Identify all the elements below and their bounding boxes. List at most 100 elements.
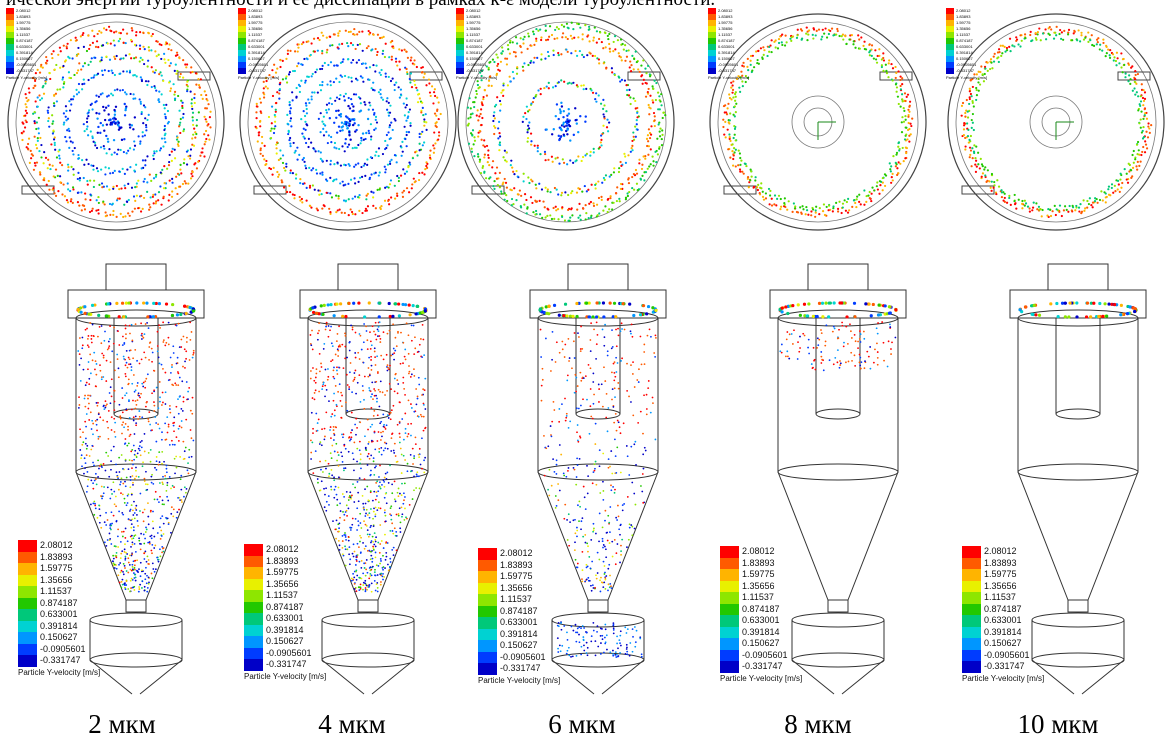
- legend-value: 1.59775: [40, 563, 73, 573]
- legend-entry: 0.874187: [720, 603, 830, 615]
- legend-entry: -0.331747: [456, 68, 512, 74]
- legend-entry: 0.391814: [6, 50, 62, 56]
- cyclone-side-drawing: [67, 263, 205, 695]
- legend-entry: 1.35656: [720, 580, 830, 592]
- legend-swatch: [238, 68, 246, 74]
- legend-swatch: [478, 594, 497, 606]
- velocity-legend: 2.08012 1.83893 1.59775 1.35656 1.11537 0.874…: [244, 544, 354, 681]
- legend-value: 1.83893: [742, 557, 775, 568]
- legend-value: -0.0905601: [266, 647, 312, 658]
- legend-swatch: [456, 50, 464, 56]
- legend-swatch: [244, 567, 263, 579]
- legend-swatch: [708, 56, 716, 62]
- top-view-drawing: [239, 13, 457, 231]
- legend-entry: 1.35656: [6, 26, 62, 32]
- legend-value: 0.633001: [956, 44, 973, 49]
- legend-title: Particle Y-velocity [m/s]: [946, 75, 988, 80]
- legend-value: 1.35656: [956, 26, 971, 31]
- legend-entry: 2.08012: [478, 548, 588, 560]
- legend-entry: 0.633001: [244, 613, 354, 625]
- top-view-drawing: [7, 13, 225, 231]
- legend-value: 1.11537: [40, 586, 72, 596]
- legend-entry: 0.391814: [946, 50, 1002, 56]
- legend-swatch: [18, 597, 37, 609]
- legend-swatch: [238, 56, 246, 62]
- legend-value: 0.150627: [956, 56, 973, 61]
- legend-value: 0.874187: [16, 38, 33, 43]
- legend-entry: 0.391814: [478, 628, 588, 640]
- legend-entry: 1.59775: [6, 20, 62, 26]
- legend-value: 0.150627: [984, 638, 1022, 648]
- legend-entry: -0.331747: [708, 68, 764, 74]
- legend-swatch: [962, 546, 981, 558]
- legend-entry: 0.391814: [456, 50, 512, 56]
- legend-swatch: [708, 14, 716, 20]
- legend-swatch: [478, 559, 497, 571]
- legend-value: -0.331747: [16, 68, 35, 73]
- legend-swatch: [946, 62, 954, 68]
- legend-value: 1.83893: [266, 555, 299, 566]
- legend-entry: 1.35656: [456, 26, 512, 32]
- legend-entry: -0.331747: [238, 68, 294, 74]
- legend-swatch: [708, 50, 716, 56]
- top-view-housing: [947, 13, 1165, 231]
- legend-value: 0.633001: [40, 609, 78, 619]
- legend-entry: 1.11537: [244, 590, 354, 602]
- legend-value: 1.35656: [266, 578, 299, 589]
- legend-swatch: [238, 50, 246, 56]
- legend-entry: 0.874187: [962, 603, 1072, 615]
- legend-value: 0.391814: [466, 50, 483, 55]
- legend-swatch: [456, 38, 464, 44]
- legend-value: 1.59775: [718, 20, 733, 25]
- legend-swatch: [244, 601, 263, 613]
- legend-swatch: [962, 615, 981, 627]
- legend-entry: 2.08012: [456, 8, 512, 14]
- legend-swatch: [18, 655, 37, 667]
- legend-swatch: [18, 632, 37, 644]
- legend-swatch: [720, 661, 739, 673]
- legend-swatch: [478, 628, 497, 640]
- legend-entry: -0.331747: [962, 661, 1072, 673]
- legend-entry: 1.59775: [720, 569, 830, 581]
- legend-value: 0.391814: [266, 624, 304, 635]
- legend-entry: -0.0905601: [946, 62, 1002, 68]
- legend-swatch: [6, 68, 14, 74]
- top-view-drawing: [947, 13, 1165, 231]
- legend-value: 0.874187: [266, 601, 304, 612]
- legend-entry: 1.83893: [720, 557, 830, 569]
- legend-swatch: [946, 20, 954, 26]
- legend-title: Particle Y-velocity [m/s]: [238, 75, 280, 80]
- legend-swatch: [6, 32, 14, 38]
- legend-swatch: [6, 50, 14, 56]
- legend-value: 1.59775: [742, 569, 775, 579]
- legend-value: 0.633001: [16, 44, 33, 49]
- legend-entry: 0.633001: [6, 44, 62, 50]
- legend-swatch: [18, 574, 37, 586]
- legend-value: 0.874187: [248, 38, 265, 43]
- legend-swatch: [708, 8, 716, 14]
- legend-value: 0.391814: [500, 628, 538, 639]
- legend-entry: 1.35656: [244, 578, 354, 590]
- legend-value: 0.633001: [718, 44, 735, 49]
- legend-entry: -0.0905601: [708, 62, 764, 68]
- legend-swatch: [238, 32, 246, 38]
- side-view-10um: 2.08012 1.83893 1.59775 1.35656 1.11537 0.874…: [950, 262, 1168, 710]
- legend-entry: 0.874187: [708, 38, 764, 44]
- legend-value: 0.150627: [466, 56, 483, 61]
- legend-value: 0.874187: [718, 38, 735, 43]
- cyclone-side-drawing: [769, 263, 907, 695]
- legend-swatch: [962, 638, 981, 650]
- legend-swatch: [720, 649, 739, 661]
- legend-entry: 1.59775: [946, 20, 1002, 26]
- legend-value: 0.150627: [500, 640, 538, 650]
- legend-value: -0.0905601: [500, 651, 546, 662]
- legend-value: 0.633001: [984, 615, 1022, 625]
- legend-value: 1.59775: [266, 567, 299, 577]
- legend-entry: -0.0905601: [478, 651, 588, 663]
- legend-entry: 0.150627: [946, 56, 1002, 62]
- legend-value: 1.59775: [956, 20, 971, 25]
- legend-entry: 0.874187: [238, 38, 294, 44]
- legend-entry: 1.59775: [708, 20, 764, 26]
- legend-entry: 0.874187: [946, 38, 1002, 44]
- legend-swatch: [708, 26, 716, 32]
